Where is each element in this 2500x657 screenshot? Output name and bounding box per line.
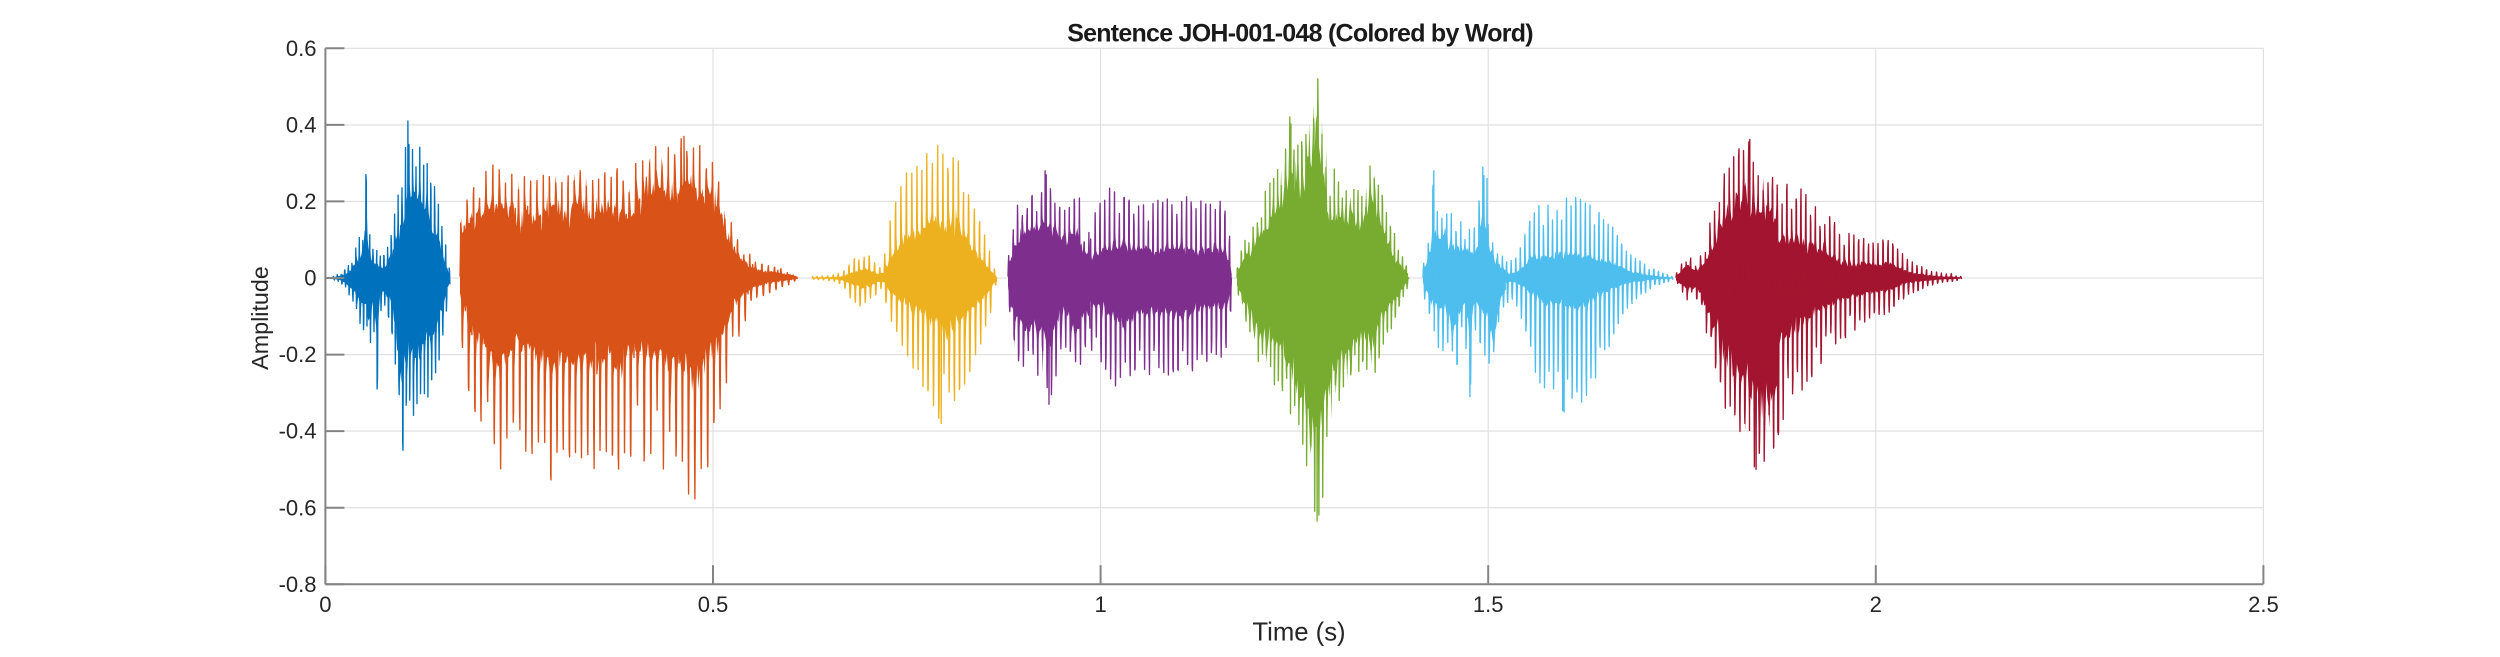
svg-text:2: 2	[1870, 592, 1882, 617]
svg-text:0.4: 0.4	[286, 113, 317, 138]
svg-text:Amplitude: Amplitude	[247, 266, 273, 370]
svg-text:0: 0	[304, 266, 316, 291]
svg-text:1.5: 1.5	[1473, 592, 1504, 617]
svg-text:-0.2: -0.2	[279, 342, 317, 367]
svg-text:0.5: 0.5	[698, 592, 729, 617]
svg-text:Time (s): Time (s)	[1252, 618, 1345, 646]
svg-text:0.6: 0.6	[286, 36, 317, 61]
svg-text:-0.4: -0.4	[279, 419, 317, 444]
svg-text:0.2: 0.2	[286, 189, 317, 214]
svg-text:-0.8: -0.8	[279, 572, 317, 597]
svg-text:0: 0	[319, 592, 331, 617]
svg-text:Sentence JOH-001-048 (Colored: Sentence JOH-001-048 (Colored by Word)	[1067, 19, 1533, 47]
svg-text:1: 1	[1094, 592, 1106, 617]
svg-text:-0.6: -0.6	[279, 495, 317, 520]
svg-text:2.5: 2.5	[2248, 592, 2279, 617]
